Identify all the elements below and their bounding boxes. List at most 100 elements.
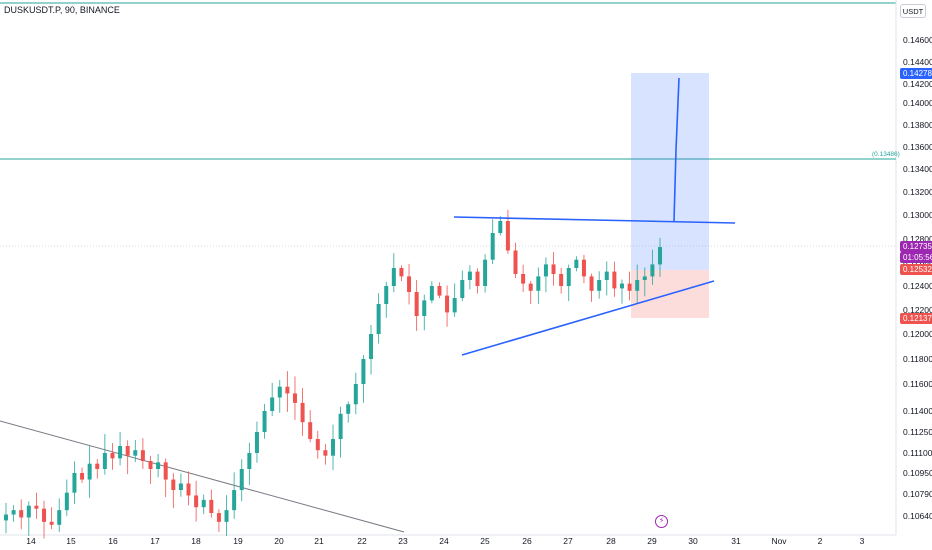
price-axis[interactable]: 0.14600 0.14400 0.14200 0.14000 0.13800 0.136… [903, 35, 932, 521]
candle-body [209, 499, 214, 514]
candle-body [505, 221, 510, 251]
candle-body [42, 508, 47, 522]
candle-body [49, 521, 54, 525]
time-tick-label: 30 [688, 536, 698, 546]
candle-body [429, 286, 434, 301]
candle-body [178, 483, 183, 491]
candle-body [353, 384, 358, 405]
candle-body [376, 304, 381, 334]
breakout-projection-line[interactable] [673, 77, 680, 222]
time-tick-label: 25 [480, 536, 490, 546]
time-tick-label: 23 [398, 536, 408, 546]
candle-body [619, 283, 624, 289]
candle-body [391, 268, 396, 286]
candle-body [292, 393, 297, 403]
lightning-icon[interactable]: ⚡ [655, 515, 668, 528]
candle-body [224, 510, 229, 522]
candle-body [612, 271, 617, 289]
candle-body [642, 276, 647, 280]
candle-body [445, 295, 450, 313]
horizontal-level-label: (0.13486) [872, 151, 900, 158]
candle-body [414, 292, 419, 316]
candle-body [597, 280, 602, 291]
time-tick-label: 20 [274, 536, 284, 546]
price-tick-label: 0.13400 [903, 164, 932, 174]
candle-body [604, 271, 609, 280]
time-tick-label: 24 [439, 536, 449, 546]
symbol-title[interactable]: DUSKUSDT.P, 90, BINANCE [4, 5, 120, 15]
candle-body [72, 473, 77, 493]
candle-body [521, 274, 526, 284]
candle-body [331, 439, 335, 456]
candle-body [528, 283, 533, 291]
candle-body [95, 463, 100, 469]
candle-body [254, 432, 259, 453]
candle-body [536, 276, 541, 291]
candle-body [467, 271, 472, 280]
candle-body [551, 264, 556, 274]
candle-body [658, 247, 662, 265]
time-tick-label: 16 [108, 536, 118, 546]
target-zone[interactable] [631, 73, 709, 270]
time-tick-label: 17 [150, 536, 160, 546]
price-tick-label: 0.12800 [903, 234, 932, 244]
candle-body [315, 439, 320, 451]
time-tick-label: 15 [66, 536, 76, 546]
candle-body [102, 453, 107, 469]
triangle-upper-line[interactable] [453, 216, 736, 224]
time-tick-label: 2 [818, 536, 823, 546]
candle-body [308, 422, 313, 439]
candle-body [64, 492, 69, 511]
candle-body [216, 513, 221, 522]
candle-body [277, 386, 282, 398]
currency-button[interactable]: USDT [900, 4, 926, 18]
candle-body [498, 221, 503, 233]
price-tick-label: 0.10640 [903, 511, 932, 521]
price-tick-label: 0.13000 [903, 210, 932, 220]
price-tick-label: 0.10950 [903, 468, 932, 478]
price-tick-label: 0.12000 [903, 329, 932, 339]
time-tick-label: 19 [233, 536, 243, 546]
candle-body [407, 276, 412, 292]
candle-body [650, 264, 655, 277]
candle-body [475, 271, 480, 286]
candle-body [369, 334, 374, 359]
candle-body [559, 274, 564, 286]
candle-body [262, 411, 267, 432]
candle-body [566, 268, 571, 286]
candle-body [57, 510, 62, 525]
triangle-lower-line[interactable] [461, 280, 715, 356]
bar-countdown-tag: 01:05:56 [900, 252, 932, 263]
current-price-tag: 0.12735 [900, 241, 932, 252]
time-tick-label: 22 [357, 536, 367, 546]
price-tick-label: 0.10790 [903, 489, 932, 499]
time-tick-label: 3 [860, 536, 865, 546]
time-tick-label: Nov [771, 536, 787, 546]
price-tick-label: 0.13800 [903, 120, 932, 130]
candle-body [300, 402, 305, 423]
candle-body [148, 461, 153, 469]
price-tick-label: 0.14600 [903, 35, 932, 45]
time-tick-label: 27 [563, 536, 573, 546]
time-tick-label: 14 [26, 536, 36, 546]
price-tick-label: 0.12400 [903, 281, 932, 291]
candle-body [483, 259, 488, 286]
candle-body [490, 233, 495, 260]
candles-group [4, 209, 662, 539]
price-tick-label: 0.11600 [903, 379, 932, 389]
stop-price-tag: 0.12137 [900, 313, 932, 324]
candle-body [574, 259, 579, 268]
downtrend-line[interactable] [0, 420, 405, 533]
candle-body [437, 286, 442, 296]
entry-price-tag: 0.12532 [900, 264, 932, 275]
candle-body [133, 450, 138, 456]
candle-body [452, 298, 457, 313]
time-tick-label: 31 [731, 536, 741, 546]
time-tick-label: 18 [191, 536, 201, 546]
time-axis[interactable]: 14 15 16 17 18 19 20 21 22 23 24 25 26 27 28 29 30 31 Nov 2… [26, 536, 864, 546]
price-tick-label: 0.14400 [903, 57, 932, 67]
candle-body [80, 473, 85, 480]
price-tick-label: 0.11400 [903, 406, 932, 416]
price-tick-label: 0.14000 [903, 98, 932, 108]
